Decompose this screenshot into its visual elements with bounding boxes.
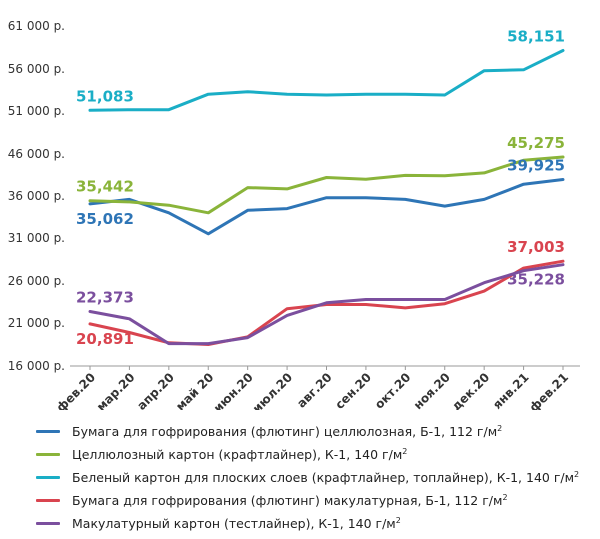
x-tick-label: окт.20 <box>372 370 413 410</box>
x-tick-label: янв.21 <box>490 370 532 410</box>
data-label: 35,442 <box>76 178 134 196</box>
data-label: 39,925 <box>507 157 565 175</box>
x-tick-label: мар.20 <box>94 370 138 410</box>
legend-label: Бумага для гофрирования (флютинг) целлюл… <box>72 424 502 439</box>
legend-label-superscript: 2 <box>402 446 408 456</box>
y-tick-label: 21 000 р. <box>8 316 65 330</box>
x-tick-label: май 20 <box>173 370 216 410</box>
x-tick-label: авг.20 <box>294 370 334 410</box>
legend-label-text: Бумага для гофрирования (флютинг) макула… <box>72 493 503 509</box>
series-line <box>88 178 565 236</box>
legend-item: Бумага для гофрирования (флютинг) целлюл… <box>36 420 596 443</box>
legend-item: Бумага для гофрирования (флютинг) макула… <box>36 489 596 512</box>
legend-swatch <box>36 430 60 433</box>
legend-label-superscript: 2 <box>497 423 503 433</box>
x-tick-label: июн.20 <box>211 370 256 410</box>
data-label: 58,151 <box>507 28 565 46</box>
data-label: 20,891 <box>76 330 134 348</box>
x-tick-label: дек.20 <box>449 370 492 410</box>
data-label: 45,275 <box>507 134 565 152</box>
y-tick-label: 26 000 р. <box>8 274 65 288</box>
legend: Бумага для гофрирования (флютинг) целлюл… <box>36 420 596 535</box>
series-lines <box>88 49 565 346</box>
x-tick-label: апр.20 <box>134 370 177 410</box>
y-axis: 16 000 р. 21 000 р. 26 000 р. 31 000 р. 36 0… <box>8 19 65 373</box>
legend-swatch <box>36 476 60 479</box>
legend-label-text: Макулатурный картон (тестлайнер), К-1, 1… <box>72 516 396 532</box>
y-tick-label: 51 000 р. <box>8 104 65 118</box>
y-tick-label: 16 000 р. <box>8 359 65 373</box>
series-line <box>88 49 565 112</box>
legend-swatch <box>36 453 60 456</box>
legend-swatch <box>36 499 60 502</box>
data-labels: 35,062 39,925 35,442 45,275 51,083 58,151 20,8… <box>76 28 565 348</box>
x-tick-label: ноя.20 <box>411 370 453 410</box>
x-tick-label: сен.20 <box>332 370 374 410</box>
y-tick-label: 36 000 р. <box>8 189 65 203</box>
y-tick-label: 46 000 р. <box>8 147 65 161</box>
x-tick-label: фев.20 <box>54 370 98 410</box>
line-chart: 16 000 р. 21 000 р. 26 000 р. 31 000 р. 36 0… <box>8 19 580 410</box>
y-tick-label: 61 000 р. <box>8 19 65 33</box>
data-label: 35,062 <box>76 210 134 228</box>
legend-label: Бумага для гофрирования (флютинг) макула… <box>72 493 508 508</box>
legend-label-superscript: 2 <box>574 469 580 479</box>
legend-label: Беленый картон для плоских слоев (крафтл… <box>72 470 579 485</box>
legend-label: Макулатурный картон (тестлайнер), К-1, 1… <box>72 516 401 531</box>
legend-item: Целлюлозный картон (крафтлайнер), К-1, 1… <box>36 443 596 466</box>
series-line <box>88 155 565 215</box>
data-label: 37,003 <box>507 238 565 256</box>
y-tick-label: 56 000 р. <box>8 62 65 76</box>
series-line <box>88 263 565 346</box>
legend-label-text: Бумага для гофрирования (флютинг) целлюл… <box>72 424 498 440</box>
x-tick-label: фев.21 <box>527 370 571 410</box>
legend-label: Целлюлозный картон (крафтлайнер), К-1, 1… <box>72 447 407 462</box>
legend-item: Макулатурный картон (тестлайнер), К-1, 1… <box>36 512 596 535</box>
legend-label-superscript: 2 <box>395 515 401 525</box>
data-label: 35,228 <box>507 271 565 289</box>
y-tick-label: 31 000 р. <box>8 231 65 245</box>
legend-label-superscript: 2 <box>502 492 508 502</box>
legend-item: Беленый картон для плоских слоев (крафтл… <box>36 466 596 489</box>
legend-label-text: Целлюлозный картон (крафтлайнер), К-1, 1… <box>72 447 403 463</box>
legend-swatch <box>36 522 60 525</box>
legend-label-text: Беленый картон для плоских слоев (крафтл… <box>72 470 575 486</box>
data-label: 22,373 <box>76 288 134 306</box>
x-tick-label: июл.20 <box>250 370 295 410</box>
data-label: 51,083 <box>76 87 134 105</box>
